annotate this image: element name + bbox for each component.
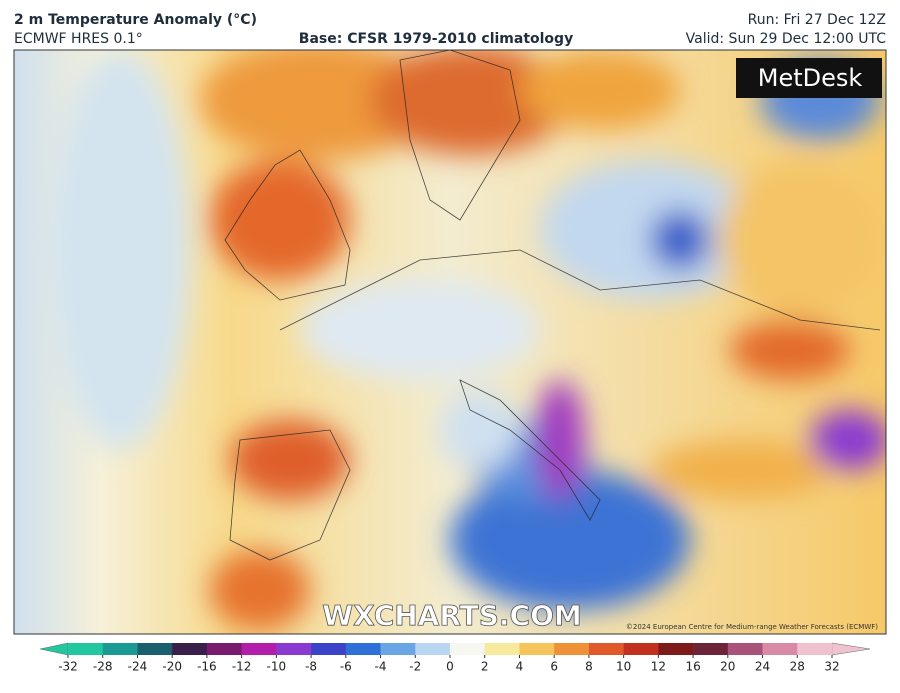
- colorbar-segment: [762, 643, 798, 655]
- colorbar-label: -8: [305, 660, 317, 674]
- colorbar-label: 16: [685, 660, 700, 674]
- brand-box: [736, 58, 882, 98]
- colorbar-label: -2: [409, 660, 421, 674]
- colorbar-segment: [658, 643, 694, 655]
- colorbar: -32 -28 -24 -20 -16 -12 -10 -8 -6 -4 -2 0 2 4 6 8 10 12 16…: [39, 642, 871, 674]
- colorbar-label: -10: [267, 660, 287, 674]
- base: Base: CFSR 1979-2010 climatology: [299, 31, 573, 47]
- colorbar-segment: [276, 643, 312, 655]
- colorbar-label: 28: [790, 660, 805, 674]
- colorbar-label: 20: [720, 660, 735, 674]
- colorbar-segment: [554, 643, 590, 655]
- colorbar-segment: [484, 643, 520, 655]
- colorbar-label: 32: [824, 660, 839, 674]
- colorbar-label: 0: [446, 660, 454, 674]
- watermark: WXCHARTS.COM: [322, 599, 582, 632]
- colorbar-label: -28: [93, 660, 113, 674]
- colorbar-arrow: [39, 642, 69, 656]
- colorbar-label: -6: [340, 660, 352, 674]
- colorbar-label: -32: [58, 660, 78, 674]
- colorbar-segment: [137, 643, 173, 655]
- colorbar-segment: [693, 643, 729, 655]
- colorbar-label: -24: [128, 660, 148, 674]
- colorbar-segment: [588, 643, 624, 655]
- colorbar-label: -4: [375, 660, 387, 674]
- colorbar-label: 10: [616, 660, 631, 674]
- colorbar-segment: [102, 643, 138, 655]
- colorbar-label: 24: [755, 660, 770, 674]
- colorbar-segment: [727, 643, 763, 655]
- colorbar-label: 8: [585, 660, 593, 674]
- colorbar-label: -20: [162, 660, 182, 674]
- colorbar-segment: [415, 643, 451, 655]
- colorbar-label: -16: [197, 660, 217, 674]
- map: MetDesk WXCHARTS.COM ©2024 European Cent…: [14, 50, 886, 634]
- colorbar-arrow: [831, 642, 871, 656]
- valid: Valid: Sun 29 Dec 12:00 UTC: [686, 31, 887, 47]
- colorbar-segment: [623, 643, 659, 655]
- colorbar-label: 4: [516, 660, 524, 674]
- colorbar-segment: [206, 643, 242, 655]
- colorbar-segment: [380, 643, 416, 655]
- model: ECMWF HRES 0.1°: [14, 31, 143, 47]
- colorbar-label: 12: [651, 660, 666, 674]
- colorbar-label: -12: [232, 660, 252, 674]
- title: 2 m Temperature Anomaly (°C): [14, 12, 257, 28]
- brand: MetDesk: [758, 64, 863, 92]
- colorbar-segment: [450, 643, 486, 655]
- colorbar-segment: [172, 643, 208, 655]
- colorbar-segment: [68, 643, 104, 655]
- colorbar-segment: [797, 643, 833, 655]
- colorbar-label: 2: [481, 660, 489, 674]
- colorbar-segment: [519, 643, 555, 655]
- colorbar-segment: [345, 643, 381, 655]
- map-frame: [13, 49, 887, 635]
- colorbar-segment: [241, 643, 277, 655]
- colorbar-segment: [311, 643, 347, 655]
- colorbar-label: 6: [550, 660, 558, 674]
- run: Run: Fri 27 Dec 12Z: [748, 12, 886, 28]
- credit: ©2024 European Centre for Medium-range W…: [626, 623, 878, 631]
